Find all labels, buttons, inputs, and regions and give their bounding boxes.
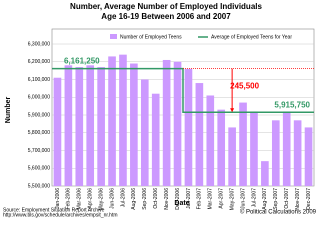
bar	[195, 83, 204, 186]
bar	[108, 56, 116, 186]
arrow-head	[230, 108, 235, 113]
x-tick-label: Nov-2006	[164, 188, 170, 210]
source-url: http://www.bls.gov/schedule/archives/emp…	[3, 212, 118, 218]
chart-title: Number, Average Number of Employed Indiv…	[70, 2, 262, 11]
x-tick-label: Aug-2007	[262, 188, 268, 210]
y-tick-label: 6,100,000	[28, 77, 50, 83]
bar	[140, 79, 149, 186]
x-tick-label: Sep-2007	[273, 188, 279, 210]
y-axis-title: Number	[5, 97, 12, 124]
x-tick-label: Jul-2007	[251, 188, 257, 207]
y-tick-label: 5,800,000	[28, 130, 50, 136]
bar	[217, 109, 226, 186]
bar	[64, 65, 73, 186]
x-tick-label: May-2006	[98, 188, 104, 210]
source: Source: Employment Situation Report Arch…	[3, 207, 105, 213]
x-tick-label: Apr-2007	[219, 188, 225, 209]
bar	[173, 61, 182, 186]
bar	[97, 67, 105, 186]
y-tick-label: 5,600,000	[28, 166, 50, 172]
y-tick-label: 6,200,000	[28, 59, 50, 65]
bar	[271, 120, 280, 186]
x-tick-label: Feb-2006	[66, 188, 72, 210]
x-tick-label: Sep-2006	[142, 188, 148, 210]
annotation: 245,500	[230, 82, 259, 91]
credit: © Political Calculations 2009	[240, 209, 317, 216]
x-tick-label: Mar-2006	[77, 188, 83, 210]
x-tick-label: Aug-2006	[131, 188, 137, 210]
bar	[261, 161, 269, 186]
x-tick-label: May-2007	[229, 188, 235, 210]
y-tick-label: 5,700,000	[28, 148, 50, 154]
y-tick-label: 6,300,000	[28, 41, 50, 47]
bar	[304, 127, 313, 186]
x-tick-label: Jul-2006	[120, 188, 126, 207]
x-tick-label: Oct-2007	[284, 188, 290, 209]
x-tick-label: Jan-2006	[55, 188, 61, 209]
x-tick-label: Feb-2007	[197, 188, 203, 210]
x-tick-label: Apr-2006	[88, 188, 94, 209]
x-tick-label: Jan-2007	[186, 188, 192, 209]
bar	[206, 95, 215, 186]
y-tick-label: 6,000,000	[28, 95, 50, 101]
bar	[75, 67, 84, 186]
annotation: 5,915,750	[274, 100, 310, 109]
bar	[86, 65, 95, 186]
bar	[130, 63, 138, 186]
bar	[239, 102, 247, 186]
x-tick-label: Nov-2007	[295, 188, 301, 210]
bar	[184, 68, 193, 186]
bar	[228, 127, 236, 186]
legend-swatch	[110, 34, 117, 39]
bar	[53, 77, 62, 186]
chart: Number, Average Number of Employed Indiv…	[3, 2, 317, 218]
bar	[282, 111, 291, 186]
bar	[250, 111, 258, 186]
average-line	[52, 67, 314, 113]
y-tick-label: 5,500,000	[28, 183, 50, 189]
legend-label: Average of Employed Teens for Year	[211, 34, 292, 40]
y-tick-label: 5,900,000	[28, 112, 50, 118]
bar	[162, 59, 171, 186]
x-tick-label: Jun-2007	[240, 188, 246, 209]
x-tick-label: Jun-2006	[109, 188, 115, 209]
legend-label: Number of Employed Teens	[120, 34, 182, 40]
bar	[151, 93, 160, 186]
x-tick-label: Oct-2006	[153, 188, 159, 209]
x-tick-label: Dec-2007	[306, 188, 312, 210]
bar	[293, 120, 302, 186]
annotation: 6,161,250	[64, 57, 100, 66]
x-tick-label: Mar-2007	[208, 188, 214, 210]
x-axis-title: Date	[174, 200, 189, 207]
chart-subtitle: Age 16-19 Between 2006 and 2007	[101, 12, 231, 21]
x-tick-label: Dec-2006	[175, 188, 181, 210]
bar	[119, 54, 127, 187]
